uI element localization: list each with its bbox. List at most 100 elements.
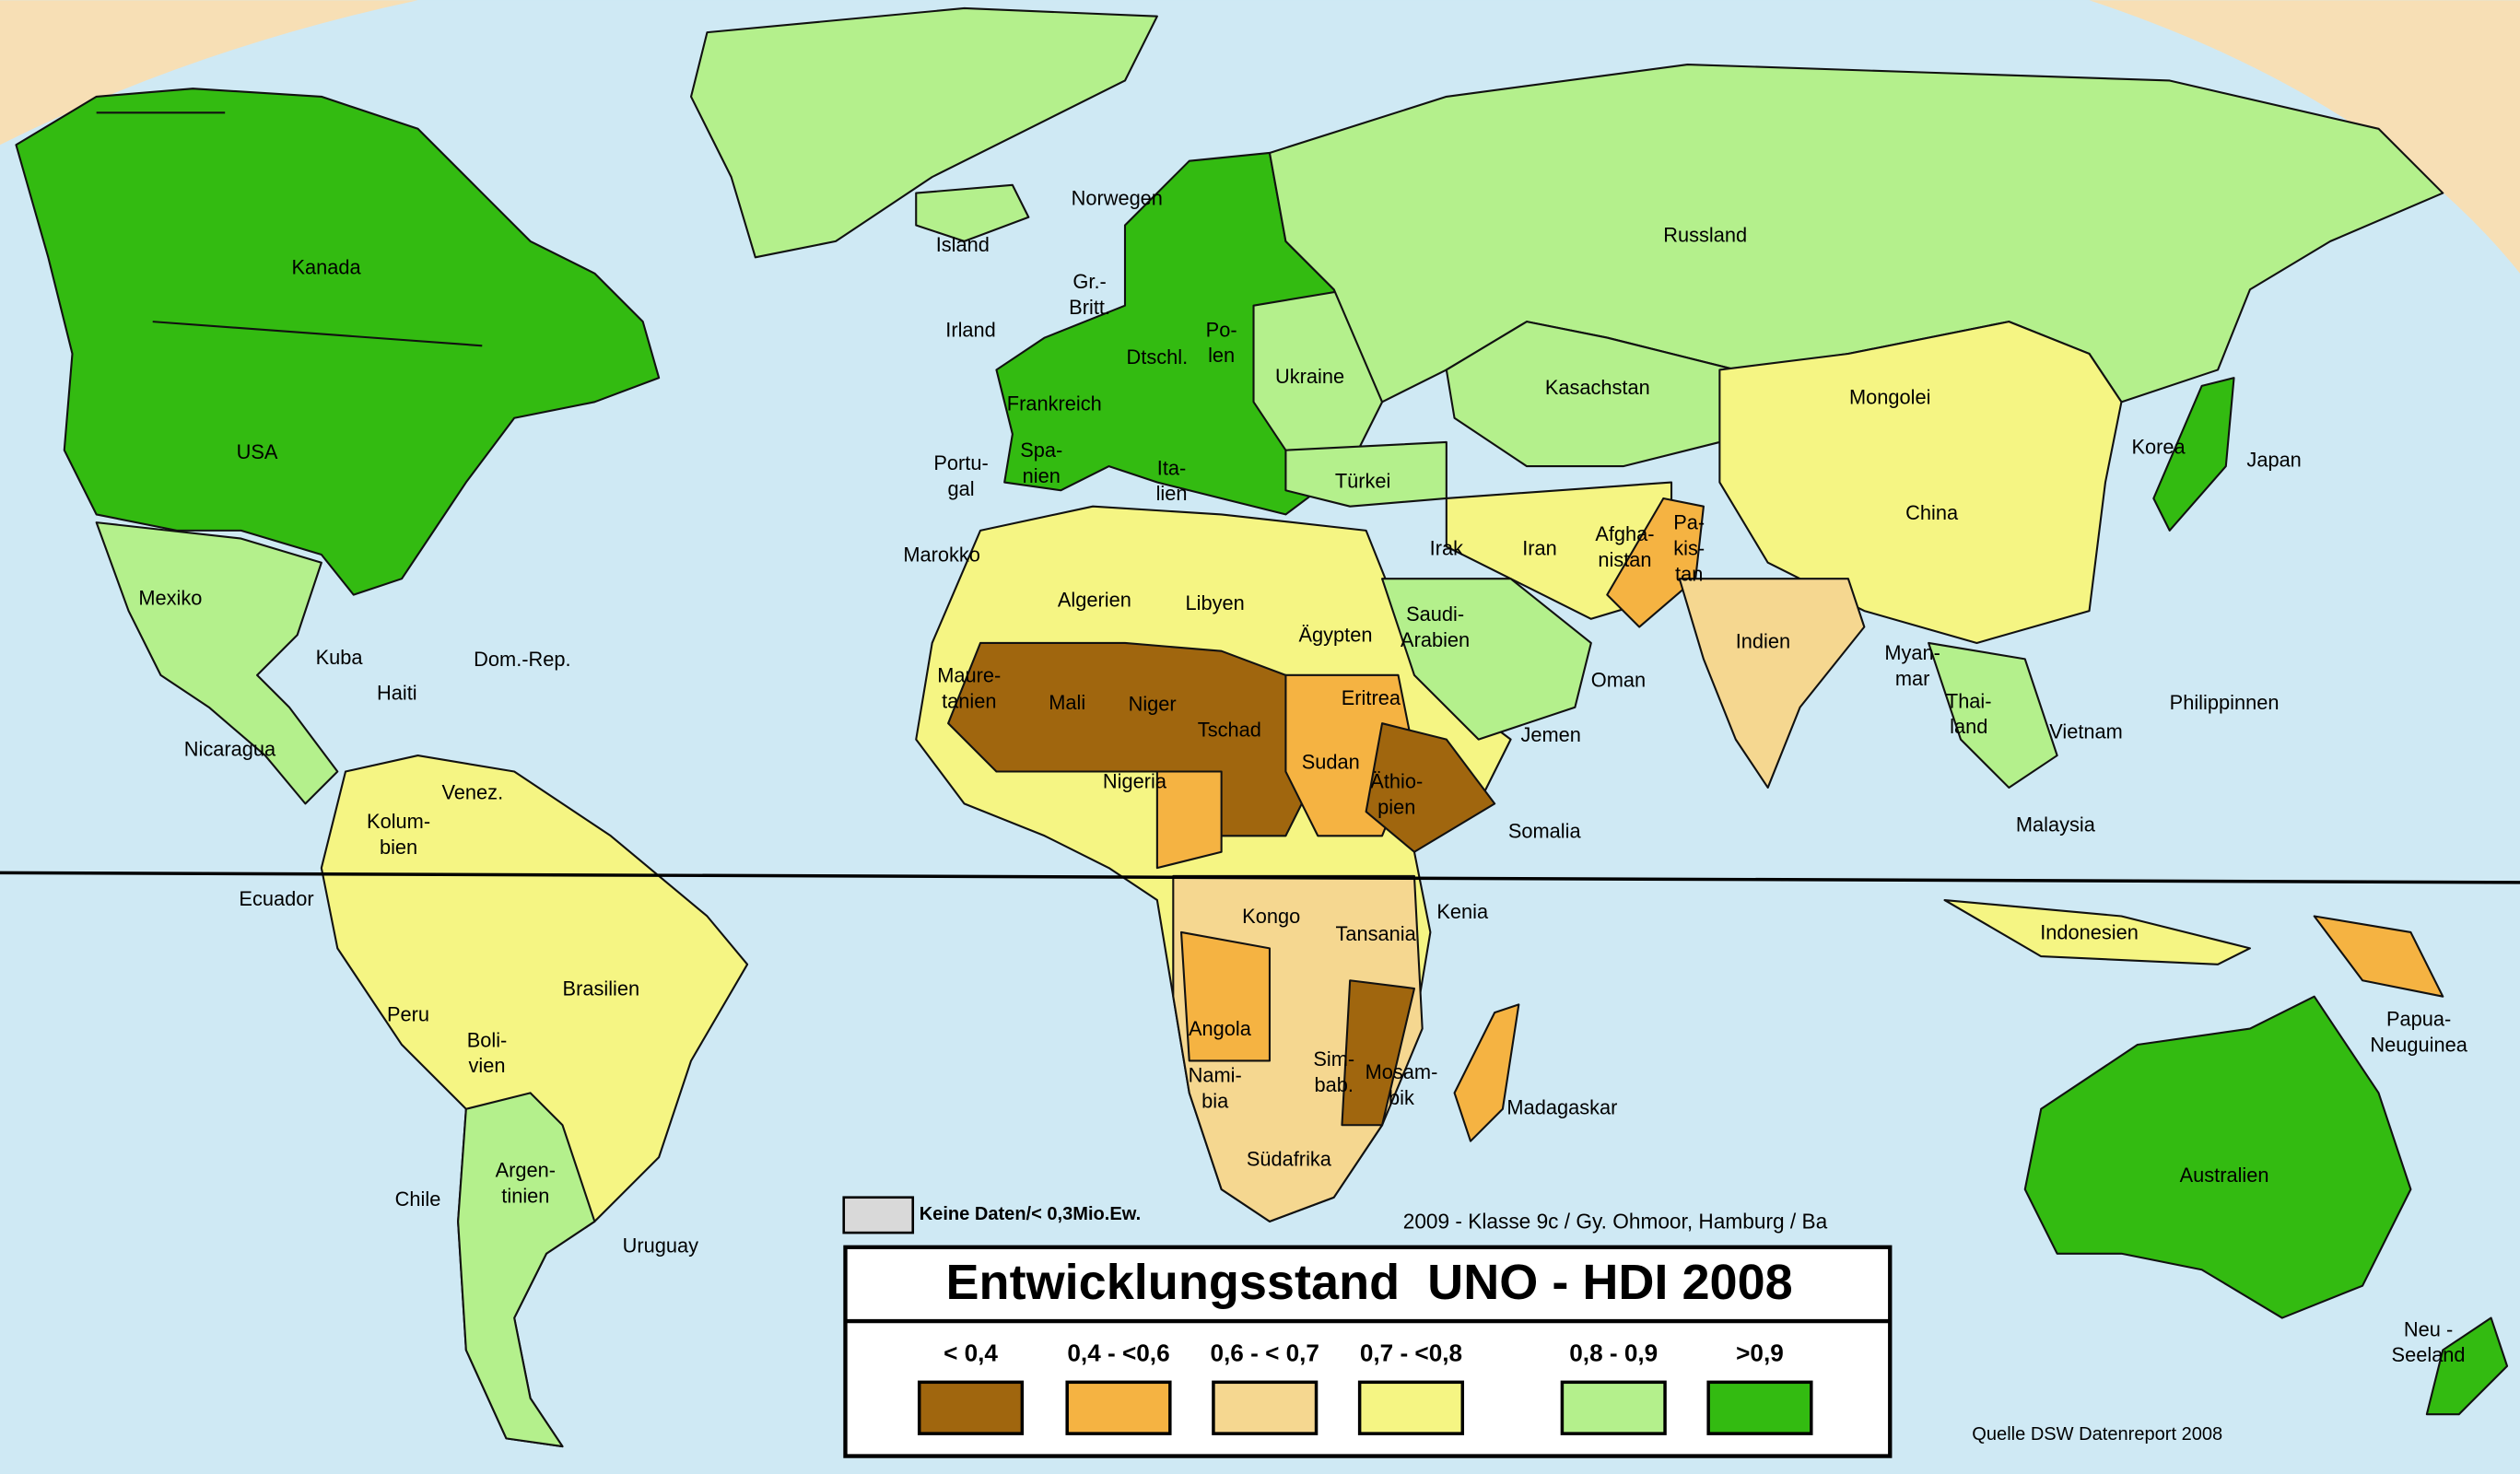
country-label: Kasachstan xyxy=(1545,376,1650,399)
country-label: bab. xyxy=(1315,1073,1354,1096)
legend-label: 0,7 - <0,8 xyxy=(1360,1339,1462,1367)
country-label: Norwegen xyxy=(1072,186,1163,209)
new-zealand xyxy=(2425,1316,2509,1416)
mexico xyxy=(95,521,339,805)
angola xyxy=(1179,930,1272,1062)
country-label: Kolum- xyxy=(367,810,430,833)
country-label: Pa- xyxy=(1673,511,1705,534)
country-label: Frankreich xyxy=(1007,392,1102,415)
country-label: Südafrika xyxy=(1247,1147,1332,1170)
country-label: Mongolei xyxy=(1849,386,1930,409)
southeast-asia xyxy=(1928,641,2058,789)
legend-label: >0,9 xyxy=(1736,1339,1784,1367)
argentina-chile xyxy=(457,1092,596,1448)
india xyxy=(1678,578,1866,789)
country-label: Peru xyxy=(387,1002,429,1025)
country-label: lien xyxy=(1156,482,1188,505)
country-label: Island xyxy=(936,233,990,256)
legend-swatch xyxy=(1212,1380,1319,1435)
country-label: Nicaragua xyxy=(184,738,276,761)
country-label: Thai- xyxy=(1946,689,1992,712)
no-data-label: Keine Daten/< 0,3Mio.Ew. xyxy=(920,1204,1141,1224)
country-label: Saudi- xyxy=(1406,602,1464,626)
corner xyxy=(2089,0,2520,274)
country-label: Seeland xyxy=(2392,1343,2466,1366)
country-label: Kuba xyxy=(316,646,364,669)
legend-label: 0,8 - 0,9 xyxy=(1569,1339,1658,1367)
country-label: bien xyxy=(380,836,417,859)
country-label: Po- xyxy=(1206,318,1237,341)
country-label: Irak xyxy=(1430,537,1463,560)
legend-swatch xyxy=(917,1380,1025,1435)
north-america xyxy=(15,88,661,596)
country-label: Ägypten xyxy=(1298,624,1372,647)
ethiopia xyxy=(1365,722,1496,853)
legend-label: 0,6 - < 0,7 xyxy=(1210,1339,1319,1367)
pakistan xyxy=(1606,497,1705,628)
country-label: Argen- xyxy=(496,1159,556,1182)
country-label: nistan xyxy=(1598,548,1651,571)
country-label: Kanada xyxy=(292,255,362,278)
country-label: mar xyxy=(1895,667,1930,690)
country-label: Sim- xyxy=(1313,1047,1354,1070)
country-label: Venez. xyxy=(441,781,503,804)
country-label: Kongo xyxy=(1242,905,1300,928)
country-label: Libyen xyxy=(1186,591,1245,614)
country-label: Ecuador xyxy=(239,887,313,910)
arabia xyxy=(1381,578,1592,741)
country-label: Oman xyxy=(1591,669,1646,692)
legend-items: < 0,4 0,4 - <0,6 0,6 - < 0,7 0,7 - <0,8 0,8 … xyxy=(917,1339,1813,1435)
legend-label: 0,4 - <0,6 xyxy=(1067,1339,1169,1367)
nigeria xyxy=(1155,770,1223,870)
country-label: Chile xyxy=(395,1187,441,1211)
country-label: Maure- xyxy=(937,663,1001,686)
country-label: Mexiko xyxy=(138,587,202,610)
country-label: Gr.- xyxy=(1072,270,1106,293)
country-label: Russland xyxy=(1663,223,1747,246)
country-label: Niger xyxy=(1129,693,1177,716)
country-label: Dom.-Rep. xyxy=(474,648,570,671)
country-label: Äthio- xyxy=(1370,769,1423,792)
country-label: Dtschl. xyxy=(1127,345,1189,368)
country-label: Iran xyxy=(1522,537,1557,560)
country-label: Boli- xyxy=(467,1028,508,1051)
mozambique xyxy=(1341,979,1415,1127)
country-label: Madagaskar xyxy=(1506,1096,1617,1119)
corner xyxy=(0,0,418,146)
country-label: land xyxy=(1950,715,1987,738)
greenland xyxy=(689,6,1158,259)
country-label: Brasilien xyxy=(563,977,640,1000)
country-label: Papua- xyxy=(2386,1008,2451,1031)
labels: Kanada USA Mexiko Kuba Haiti Dom.-Rep. Nicarag… xyxy=(138,186,2467,1366)
iceland xyxy=(915,183,1030,242)
country-label: Neuguinea xyxy=(2370,1034,2467,1057)
country-label: Korea xyxy=(2131,436,2186,459)
legend-swatch xyxy=(1065,1380,1172,1435)
source: Quelle DSW Datenreport 2008 xyxy=(1972,1424,2222,1445)
japan xyxy=(2152,377,2235,532)
country-label: Türkei xyxy=(1335,469,1391,492)
legend-swatch xyxy=(1560,1380,1667,1435)
country-label: bia xyxy=(1201,1090,1229,1113)
country-label: kis- xyxy=(1673,537,1705,560)
country-label: Jemen xyxy=(1520,723,1580,746)
legend-title: Entwicklungsstand UNO - HDI 2008 xyxy=(945,1255,1792,1310)
legend-swatch xyxy=(1357,1380,1465,1435)
country-label: China xyxy=(1905,501,1959,524)
country-label: Uruguay xyxy=(623,1234,698,1258)
no-data-swatch xyxy=(842,1196,915,1234)
country-label: Myan- xyxy=(1884,641,1940,664)
country-label: bik xyxy=(1389,1086,1414,1109)
equator xyxy=(0,871,2520,884)
country-label: Somalia xyxy=(1508,820,1582,843)
country-label: Indien xyxy=(1736,630,1790,653)
country-label: Spa- xyxy=(1020,439,1062,462)
country-label: Mosam- xyxy=(1365,1060,1438,1083)
legend-swatch xyxy=(1706,1380,1813,1435)
credit: 2009 - Klasse 9c / Gy. Ohmoor, Hamburg /… xyxy=(1403,1210,1828,1234)
sahel xyxy=(947,641,1319,837)
country-label: Eritrea xyxy=(1342,686,1401,709)
country-label: Neu - xyxy=(2404,1317,2453,1340)
